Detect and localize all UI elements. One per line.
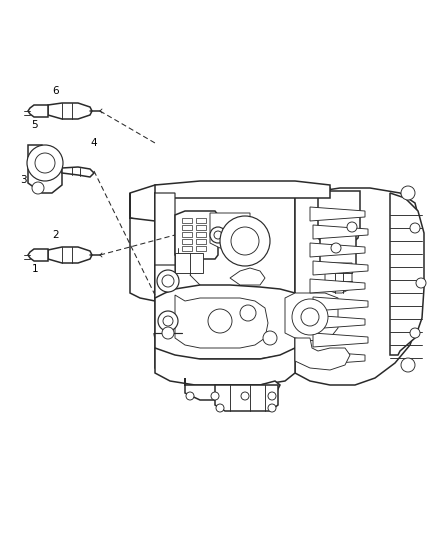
Polygon shape <box>28 145 62 193</box>
Polygon shape <box>285 293 338 341</box>
Polygon shape <box>215 385 278 411</box>
Polygon shape <box>48 103 92 119</box>
Polygon shape <box>295 188 420 385</box>
Circle shape <box>231 227 259 255</box>
Circle shape <box>220 216 270 266</box>
Bar <box>196 239 206 244</box>
Circle shape <box>210 227 226 243</box>
Circle shape <box>263 331 277 345</box>
Polygon shape <box>313 261 368 275</box>
Circle shape <box>162 275 174 287</box>
Polygon shape <box>28 105 48 117</box>
Polygon shape <box>155 265 175 301</box>
Polygon shape <box>175 295 268 348</box>
Polygon shape <box>130 185 330 225</box>
Polygon shape <box>295 338 350 370</box>
Bar <box>196 225 206 230</box>
Polygon shape <box>313 225 368 239</box>
Circle shape <box>241 392 249 400</box>
Polygon shape <box>48 247 92 263</box>
Bar <box>196 246 206 251</box>
Circle shape <box>27 145 63 181</box>
Polygon shape <box>230 268 265 285</box>
Polygon shape <box>155 193 175 295</box>
Polygon shape <box>155 191 295 376</box>
Polygon shape <box>310 351 365 365</box>
Bar <box>196 232 206 237</box>
Bar <box>182 225 192 230</box>
Bar <box>182 232 192 237</box>
Polygon shape <box>320 233 356 278</box>
Polygon shape <box>325 263 352 293</box>
Polygon shape <box>155 181 330 198</box>
Circle shape <box>32 182 44 194</box>
Text: 1: 1 <box>32 264 38 274</box>
Polygon shape <box>310 315 365 329</box>
Polygon shape <box>185 378 280 400</box>
Circle shape <box>162 327 174 339</box>
Polygon shape <box>313 333 368 347</box>
Polygon shape <box>62 167 94 177</box>
Polygon shape <box>130 193 160 301</box>
Circle shape <box>163 316 173 326</box>
Circle shape <box>214 231 222 239</box>
Bar <box>196 218 206 223</box>
Circle shape <box>211 392 219 400</box>
Circle shape <box>186 392 194 400</box>
Polygon shape <box>310 243 365 257</box>
Polygon shape <box>310 279 365 293</box>
Circle shape <box>401 358 415 372</box>
Text: 5: 5 <box>32 120 38 130</box>
Circle shape <box>347 222 357 232</box>
Circle shape <box>157 270 179 292</box>
Polygon shape <box>390 193 424 355</box>
Polygon shape <box>318 191 360 248</box>
Circle shape <box>401 186 415 200</box>
Circle shape <box>268 404 276 412</box>
Polygon shape <box>175 211 218 259</box>
Polygon shape <box>155 285 295 359</box>
Circle shape <box>410 223 420 233</box>
Polygon shape <box>28 249 48 261</box>
Text: 4: 4 <box>90 138 97 148</box>
Text: 2: 2 <box>52 230 59 240</box>
Circle shape <box>158 311 178 331</box>
Text: 3: 3 <box>20 175 27 185</box>
Text: 6: 6 <box>52 86 59 96</box>
Circle shape <box>301 308 319 326</box>
Polygon shape <box>155 193 185 305</box>
Bar <box>182 239 192 244</box>
Polygon shape <box>155 348 295 385</box>
Bar <box>182 246 192 251</box>
Circle shape <box>268 392 276 400</box>
Circle shape <box>216 404 224 412</box>
Polygon shape <box>313 297 368 311</box>
Circle shape <box>240 305 256 321</box>
Circle shape <box>292 299 328 335</box>
Circle shape <box>416 278 426 288</box>
Bar <box>175 253 203 273</box>
Circle shape <box>35 153 55 173</box>
Circle shape <box>410 328 420 338</box>
Polygon shape <box>310 207 365 221</box>
Polygon shape <box>210 213 250 248</box>
Bar <box>182 218 192 223</box>
Circle shape <box>208 309 232 333</box>
Circle shape <box>331 243 341 253</box>
